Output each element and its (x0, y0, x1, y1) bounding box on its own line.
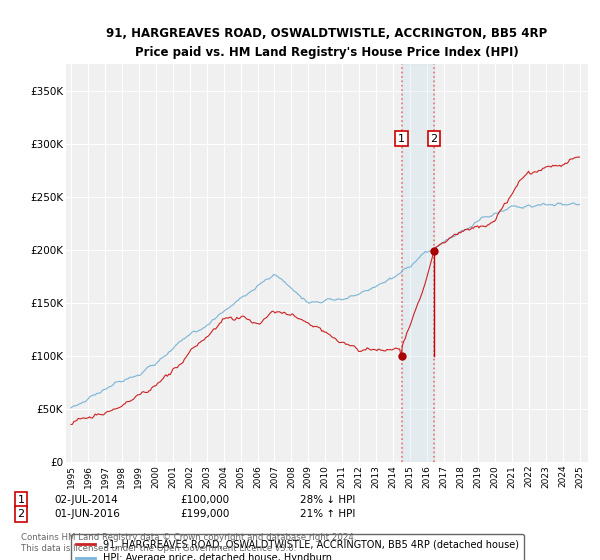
Text: 21% ↑ HPI: 21% ↑ HPI (300, 509, 355, 519)
Title: 91, HARGREAVES ROAD, OSWALDTWISTLE, ACCRINGTON, BB5 4RP
Price paid vs. HM Land R: 91, HARGREAVES ROAD, OSWALDTWISTLE, ACCR… (106, 27, 548, 59)
Text: 2: 2 (17, 509, 25, 519)
Text: 28% ↓ HPI: 28% ↓ HPI (300, 494, 355, 505)
Text: 1: 1 (398, 134, 405, 143)
Text: 02-JUL-2014: 02-JUL-2014 (54, 494, 118, 505)
Legend: 91, HARGREAVES ROAD, OSWALDTWISTLE, ACCRINGTON, BB5 4RP (detached house), HPI: A: 91, HARGREAVES ROAD, OSWALDTWISTLE, ACCR… (71, 534, 524, 560)
Text: Contains HM Land Registry data © Crown copyright and database right 2024.
This d: Contains HM Land Registry data © Crown c… (21, 533, 356, 553)
Bar (401, 64, 434, 462)
Text: £100,000: £100,000 (180, 494, 229, 505)
Text: £199,000: £199,000 (180, 509, 229, 519)
Text: 1: 1 (17, 494, 25, 505)
Text: 2: 2 (431, 134, 437, 143)
Text: 01-JUN-2016: 01-JUN-2016 (54, 509, 120, 519)
